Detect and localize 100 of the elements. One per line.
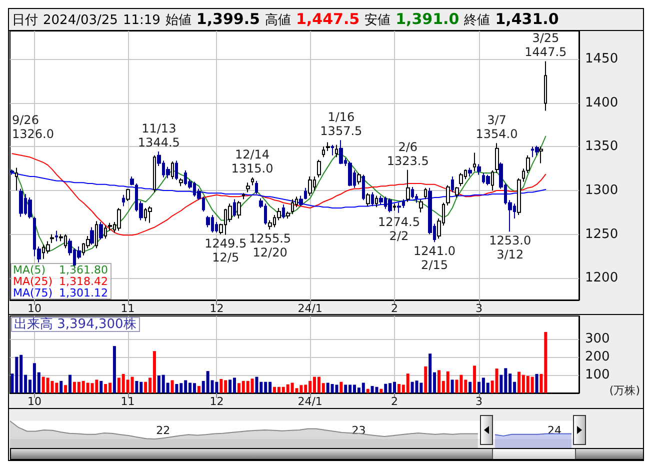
bar xyxy=(450,380,454,393)
candlestick xyxy=(375,195,378,208)
candlestick xyxy=(50,234,54,244)
annotation: 3/7 1354.0 xyxy=(476,113,518,142)
x-tick-label: 24/1 xyxy=(298,395,322,408)
candlestick xyxy=(28,196,32,220)
bar xyxy=(384,384,388,393)
candlestick xyxy=(544,60,547,112)
candlestick xyxy=(90,226,94,246)
annotation: 1241.0 2/15 xyxy=(414,244,456,272)
bar xyxy=(424,366,428,393)
candlestick xyxy=(491,170,494,191)
bar xyxy=(468,382,472,393)
candlestick xyxy=(411,186,414,199)
bar xyxy=(104,384,108,393)
bar xyxy=(100,380,103,393)
bar xyxy=(255,376,258,393)
x-tick-label: 10 xyxy=(27,302,42,315)
candlestick xyxy=(326,142,330,152)
y-tick-label: 1350 xyxy=(585,139,618,154)
bar xyxy=(68,374,72,393)
series-label: MA(5) xyxy=(13,264,46,276)
candlestick xyxy=(539,146,543,164)
candlestick xyxy=(237,200,241,220)
candlestick xyxy=(322,146,325,158)
candlestick xyxy=(117,207,121,232)
x-tick-label: 3 xyxy=(475,395,482,408)
bar xyxy=(460,374,463,393)
candlestick xyxy=(468,167,472,177)
candlestick xyxy=(473,152,476,172)
candlestick xyxy=(366,192,370,207)
candlestick xyxy=(486,174,490,186)
bar xyxy=(50,380,54,393)
candlestick xyxy=(451,176,454,193)
y-tick-label: 300 xyxy=(585,332,610,347)
candlestick xyxy=(246,182,250,193)
candlestick xyxy=(331,144,334,156)
bar xyxy=(130,376,134,393)
candlestick xyxy=(455,186,459,198)
bar xyxy=(535,374,538,393)
bar xyxy=(375,386,378,393)
y-tick-label: 200 xyxy=(585,350,610,365)
x-tick-label: 11 xyxy=(120,395,135,408)
candlestick xyxy=(317,159,321,178)
candlestick xyxy=(148,206,152,224)
candlestick xyxy=(153,154,156,193)
bar xyxy=(135,380,138,393)
bar xyxy=(170,380,174,393)
annotation: 9/26 1326.0 xyxy=(12,113,54,141)
candlestick xyxy=(335,144,338,158)
bar xyxy=(90,383,94,393)
candlestick xyxy=(517,178,521,216)
candlestick xyxy=(397,202,401,214)
bar xyxy=(380,388,383,393)
bar xyxy=(86,382,90,393)
bar xyxy=(340,382,343,393)
bar xyxy=(406,374,410,393)
bar xyxy=(228,380,232,393)
candlestick xyxy=(108,222,112,232)
candlestick xyxy=(19,188,23,218)
annotation: 1,361.80 xyxy=(59,264,108,276)
y-tick-label: 1250 xyxy=(585,226,618,242)
candlestick xyxy=(535,145,539,156)
candlestick xyxy=(233,198,236,218)
candlestick xyxy=(251,176,254,186)
y-tick-label: 1200 xyxy=(585,270,618,286)
candlestick xyxy=(477,164,481,176)
chart-title: 出来高 3,394,300株 xyxy=(14,316,136,332)
bar xyxy=(192,383,196,393)
candlestick xyxy=(179,178,183,187)
x-tick-label: 2 xyxy=(391,395,398,408)
text: MA(25) xyxy=(13,275,53,288)
candlestick xyxy=(406,169,410,202)
text: MA(75) xyxy=(13,286,53,300)
candlestick xyxy=(126,188,130,202)
candlestick xyxy=(255,180,258,194)
bar xyxy=(232,378,236,393)
candlestick xyxy=(122,194,125,207)
candlestick xyxy=(339,140,343,165)
candlestick xyxy=(459,172,463,187)
chart-title: 日付 2024/03/25 11:19 始値 1,399.5 高値 1,447.5 安値 1,391.0 終値 1,431.0 xyxy=(12,10,559,28)
annotation: 11/13 1344.5 xyxy=(138,121,180,150)
y-axis-title: (万株) xyxy=(609,384,640,397)
candlestick xyxy=(282,204,285,220)
candlestick xyxy=(495,142,499,174)
x-tick-label: 10 xyxy=(27,395,42,408)
annotation: 1,301.12 xyxy=(59,286,108,300)
annotation: 1274.5 2/2 xyxy=(378,214,420,243)
y-tick-label: 1400 xyxy=(585,95,618,110)
annotation: 1253.0 3/12 xyxy=(489,234,532,262)
bar xyxy=(112,346,116,393)
candlestick xyxy=(446,184,450,206)
x-tick-label: 2 xyxy=(391,302,398,315)
line-series xyxy=(12,172,546,208)
candlestick xyxy=(424,187,427,200)
candlestick xyxy=(388,198,392,213)
bar xyxy=(344,384,348,393)
bar xyxy=(428,354,432,393)
candlestick xyxy=(242,192,245,200)
bar xyxy=(446,371,450,393)
